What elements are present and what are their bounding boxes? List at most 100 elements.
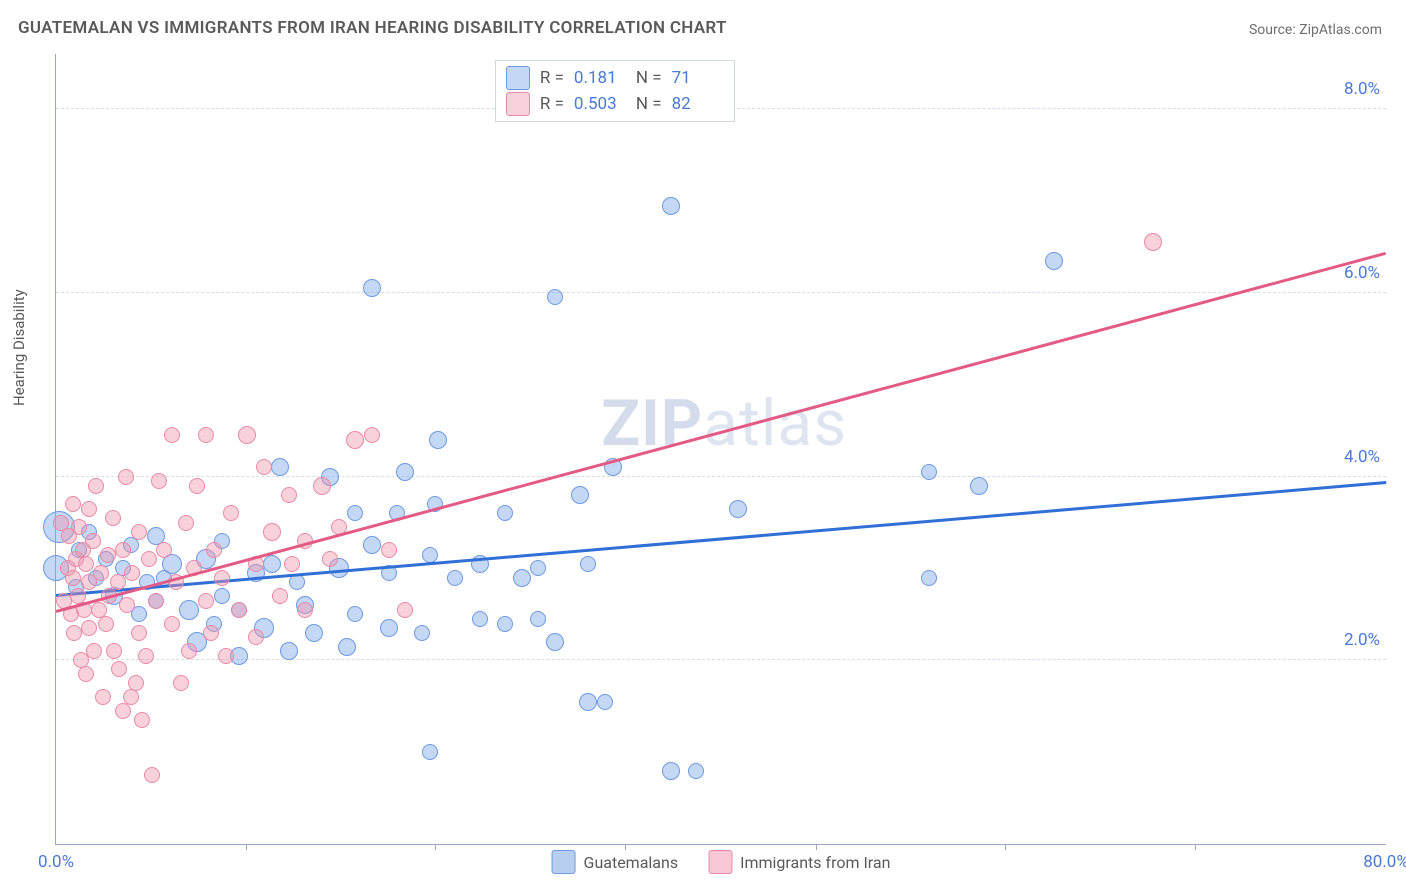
scatter-point <box>138 648 154 664</box>
x-tick-mark <box>435 844 436 850</box>
legend-item: Guatemalans <box>552 850 679 874</box>
scatter-point <box>263 523 281 541</box>
scatter-point <box>124 565 140 581</box>
scatter-point <box>164 616 180 632</box>
x-tick-mark <box>1005 844 1006 850</box>
scatter-point <box>65 570 81 586</box>
scatter-point <box>346 431 364 449</box>
scatter-point <box>85 533 101 549</box>
scatter-point <box>144 767 160 783</box>
source-label: Source: ZipAtlas.com <box>1249 22 1382 38</box>
scatter-point <box>78 556 94 572</box>
scatter-point <box>119 597 135 613</box>
x-tick-mark <box>246 844 247 850</box>
scatter-point <box>95 689 111 705</box>
scatter-point <box>148 593 164 609</box>
x-tick-mark <box>1195 844 1196 850</box>
scatter-point <box>396 463 414 481</box>
scatter-point <box>497 616 513 632</box>
scatter-point <box>88 478 104 494</box>
scatter-point <box>513 569 531 587</box>
scatter-point <box>131 524 147 540</box>
scatter-point <box>141 551 157 567</box>
scatter-point <box>571 486 589 504</box>
scatter-point <box>115 542 131 558</box>
scatter-point <box>472 611 488 627</box>
y-tick-label: 6.0% <box>1344 263 1380 283</box>
plot-area: ZIPatlas 2.0%4.0%6.0%8.0%0.0%80.0%R = 0.… <box>55 54 1386 845</box>
scatter-point <box>580 556 596 572</box>
legend-series-label: Immigrants from Iran <box>740 853 890 872</box>
scatter-point <box>281 487 297 503</box>
scatter-point <box>134 712 150 728</box>
scatter-point <box>297 602 313 618</box>
scatter-point <box>729 500 747 518</box>
scatter-point <box>81 620 97 636</box>
y-axis-label: Hearing Disability <box>10 289 28 406</box>
legend-n-value: 71 <box>672 68 724 88</box>
legend-swatch <box>506 66 530 90</box>
scatter-point <box>363 279 381 297</box>
scatter-point <box>231 602 247 618</box>
x-tick-label: 0.0% <box>38 852 74 872</box>
scatter-point <box>214 570 230 586</box>
scatter-point <box>115 703 131 719</box>
scatter-point <box>970 477 988 495</box>
scatter-point <box>66 625 82 641</box>
legend-n-label: N = <box>636 68 662 88</box>
scatter-point <box>662 762 680 780</box>
scatter-point <box>156 542 172 558</box>
correlation-legend: R = 0.181 N = 71 R = 0.503N = 82 <box>495 60 735 122</box>
y-tick-label: 4.0% <box>1344 447 1380 467</box>
scatter-point <box>238 426 256 444</box>
scatter-point <box>86 643 102 659</box>
chart-container: GUATEMALAN VS IMMIGRANTS FROM IRAN HEARI… <box>0 0 1406 892</box>
legend-row: R = 0.181N = 71 <box>506 66 724 90</box>
scatter-point <box>111 661 127 677</box>
chart-title: GUATEMALAN VS IMMIGRANTS FROM IRAN HEARI… <box>18 18 727 38</box>
scatter-point <box>105 510 121 526</box>
scatter-point <box>203 625 219 641</box>
legend-swatch <box>708 850 732 874</box>
scatter-point <box>284 556 300 572</box>
scatter-point <box>921 570 937 586</box>
scatter-point <box>218 648 234 664</box>
scatter-point <box>272 588 288 604</box>
legend-r-value: 0.181 <box>574 68 626 88</box>
gridline <box>56 476 1386 477</box>
scatter-point <box>1045 252 1063 270</box>
legend-swatch <box>506 92 530 116</box>
scatter-point <box>530 560 546 576</box>
scatter-point <box>181 643 197 659</box>
scatter-point <box>131 625 147 641</box>
scatter-point <box>397 602 413 618</box>
gridline <box>56 659 1386 660</box>
scatter-point <box>198 593 214 609</box>
scatter-point <box>597 694 613 710</box>
scatter-point <box>380 619 398 637</box>
scatter-point <box>106 643 122 659</box>
scatter-point <box>206 542 222 558</box>
scatter-point <box>179 600 199 620</box>
scatter-point <box>118 469 134 485</box>
watermark: ZIPatlas <box>601 386 847 461</box>
scatter-point <box>78 666 94 682</box>
scatter-point <box>280 642 298 660</box>
legend-r-label: R = <box>540 94 564 114</box>
scatter-point <box>921 464 937 480</box>
scatter-point <box>322 551 338 567</box>
scatter-point <box>688 763 704 779</box>
legend-swatch <box>552 850 576 874</box>
scatter-point <box>547 289 563 305</box>
scatter-point <box>347 505 363 521</box>
scatter-point <box>93 565 109 581</box>
scatter-point <box>347 606 363 622</box>
legend-row: R = 0.503N = 82 <box>506 92 724 116</box>
scatter-point <box>447 570 463 586</box>
gridline <box>56 292 1386 293</box>
scatter-point <box>381 542 397 558</box>
x-tick-label: 80.0% <box>1363 852 1406 872</box>
legend-n-value: 82 <box>672 94 724 114</box>
scatter-point <box>497 505 513 521</box>
scatter-point <box>1144 233 1162 251</box>
